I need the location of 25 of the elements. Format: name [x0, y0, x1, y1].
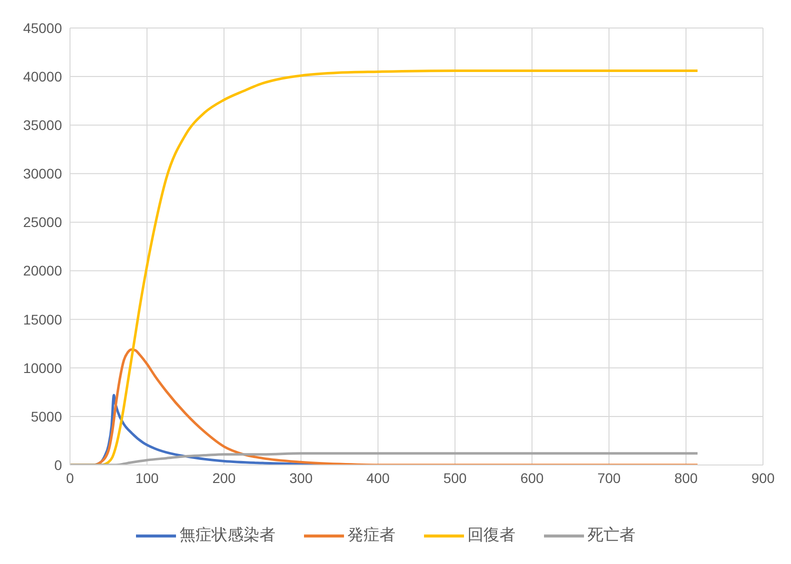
y-tick-label: 25000 [23, 214, 62, 230]
y-tick-label: 30000 [23, 166, 62, 182]
line-series [70, 452, 699, 465]
y-tick-label: 5000 [30, 408, 62, 424]
x-tick-label: 300 [289, 470, 313, 486]
y-tick-label: 40000 [23, 68, 62, 85]
x-tick-label: 0 [66, 470, 74, 486]
legend-label: 死亡者 [588, 526, 636, 546]
y-tick-label: 35000 [23, 117, 62, 134]
x-tick-label: 500 [443, 470, 467, 486]
x-tick-label: 400 [366, 470, 390, 486]
y-tick-label: 0 [54, 456, 62, 473]
legend-label: 無症状感染者 [180, 526, 276, 546]
y-tick-label: 15000 [23, 311, 62, 328]
x-tick-label: 100 [135, 470, 159, 486]
x-tick-label: 700 [597, 470, 621, 486]
x-tick-label: 800 [674, 470, 698, 486]
y-tick-label: 45000 [23, 20, 62, 36]
legend-label: 回復者 [468, 526, 516, 546]
legend-label: 発症者 [348, 526, 396, 546]
y-tick-label: 20000 [23, 262, 62, 279]
x-tick-label: 900 [751, 470, 775, 486]
y-tick-label: 10000 [23, 360, 62, 376]
x-tick-label: 600 [520, 470, 544, 486]
x-tick-label: 200 [212, 470, 236, 486]
